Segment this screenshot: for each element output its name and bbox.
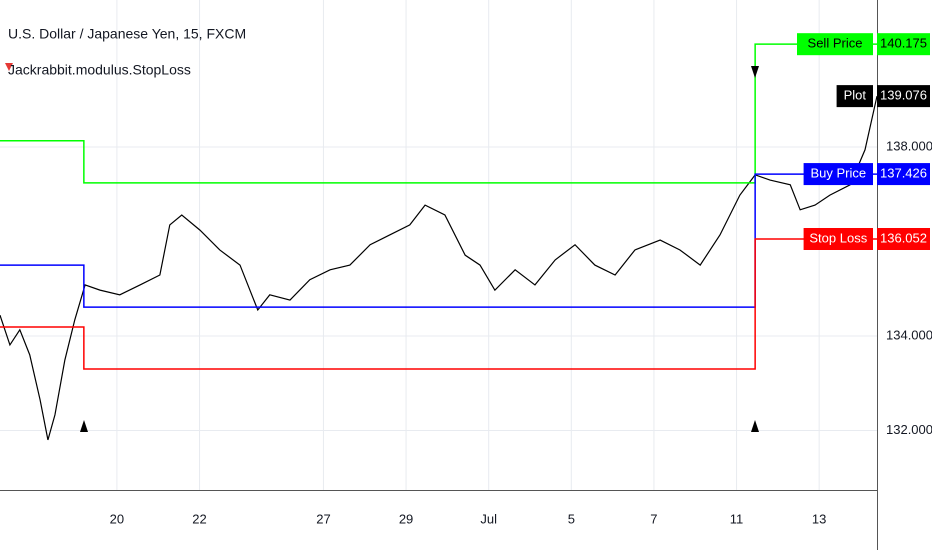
last-value-label: 136.052 xyxy=(880,230,927,245)
last-value-box xyxy=(877,33,930,56)
chart-title: U.S. Dollar / Japanese Yen, 15, FXCM xyxy=(8,26,246,42)
series-line xyxy=(0,43,877,184)
series-name-box xyxy=(797,33,873,56)
x-tick-label: 7 xyxy=(650,511,657,526)
series-name: Sell Price xyxy=(808,36,863,51)
y-tick-label: 134.000 xyxy=(886,327,932,342)
series-name-box xyxy=(803,227,873,250)
x-tick-label: Jul xyxy=(480,511,497,526)
last-value-label: 139.076 xyxy=(880,88,927,103)
y-tick-label: 138.000 xyxy=(886,138,932,153)
x-tick-label: 20 xyxy=(110,511,124,526)
x-tick-label: 13 xyxy=(812,511,826,526)
sell-signal xyxy=(751,66,759,78)
x-tick-label: 27 xyxy=(316,511,330,526)
x-tick-label: 5 xyxy=(568,511,575,526)
series-name: Buy Price xyxy=(810,166,866,181)
last-value-box xyxy=(877,163,930,186)
series-line xyxy=(0,238,877,370)
last-value-box xyxy=(877,85,930,108)
x-tick-label: 29 xyxy=(399,511,413,526)
x-tick-label: 22 xyxy=(192,511,206,526)
indicator-icon xyxy=(5,63,13,71)
y-tick-label: 132.000 xyxy=(886,422,932,437)
x-tick-label: 11 xyxy=(730,511,744,526)
series-line xyxy=(0,95,878,441)
series-name: Plot xyxy=(844,88,867,103)
last-value-box xyxy=(877,227,930,250)
buy-signal xyxy=(80,420,88,432)
last-value-label: 137.426 xyxy=(880,166,927,181)
series-name-box xyxy=(803,163,873,186)
series-name: Stop Loss xyxy=(809,230,867,245)
series-name-box xyxy=(836,85,873,108)
last-value-label: 140.175 xyxy=(880,36,927,51)
buy-signal xyxy=(751,420,759,432)
series-line xyxy=(0,173,877,308)
plot-area xyxy=(0,43,878,441)
indicator-name: Jackrabbit.modulus.StopLoss xyxy=(8,62,191,78)
